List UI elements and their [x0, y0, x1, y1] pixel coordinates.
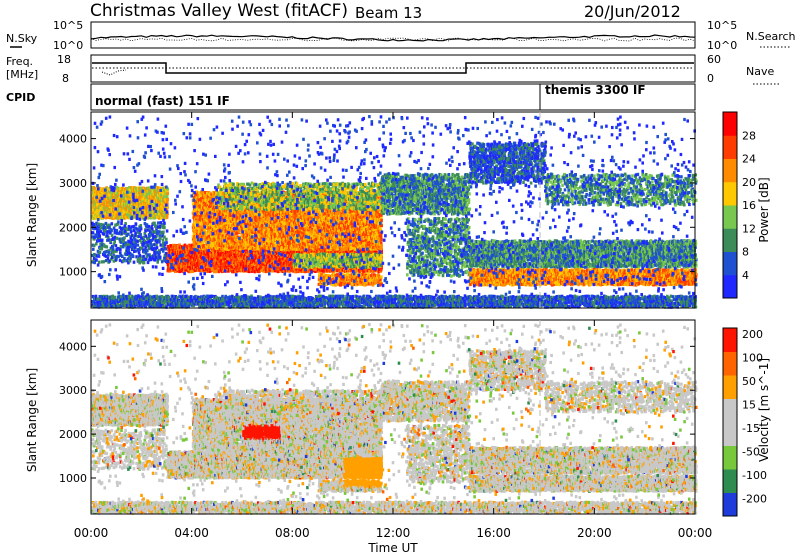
cpid-panel: CPID normal (fast) 151 IF themis 3300 IF: [6, 83, 695, 110]
nave-tick-low: 0: [707, 72, 714, 85]
freq-tick-low: 8: [62, 72, 69, 85]
nsearch-tick-high: 10^5: [707, 19, 737, 32]
freq-unit-label: [MHz]: [6, 68, 38, 81]
power-heatmap-cells: [91, 115, 698, 309]
freq-tick-high: 18: [57, 53, 71, 66]
cpid-segment-themis: themis 3300 IF: [545, 83, 646, 97]
nsearch-tick-low: 10^0: [707, 39, 737, 52]
cpid-segment-normal: normal (fast) 151 IF: [95, 94, 230, 108]
nave-tick-high: 60: [707, 53, 721, 66]
cpid-label: CPID: [6, 91, 35, 104]
freq-panel: Freq. [MHz] 18 8 60 0 Nave: [6, 53, 780, 85]
radar-summary-plot: Christmas Valley West (fitACF) Beam 13 2…: [0, 0, 800, 554]
nsky-panel: N.Sky 10^5 10^0 10^5 10^0 N.Search: [6, 19, 796, 52]
nsky-tick-high: 10^5: [53, 19, 83, 32]
freq-label: Freq.: [6, 55, 33, 68]
date-label: 20/Jun/2012: [584, 2, 681, 21]
nsky-label: N.Sky: [6, 32, 38, 45]
nsky-tick-low: 10^0: [53, 39, 83, 52]
nave-label: Nave: [746, 65, 774, 78]
beam-label: Beam 13: [355, 4, 422, 22]
plot-title: Christmas Valley West (fitACF): [90, 1, 348, 21]
nsearch-label: N.Search: [746, 30, 796, 43]
